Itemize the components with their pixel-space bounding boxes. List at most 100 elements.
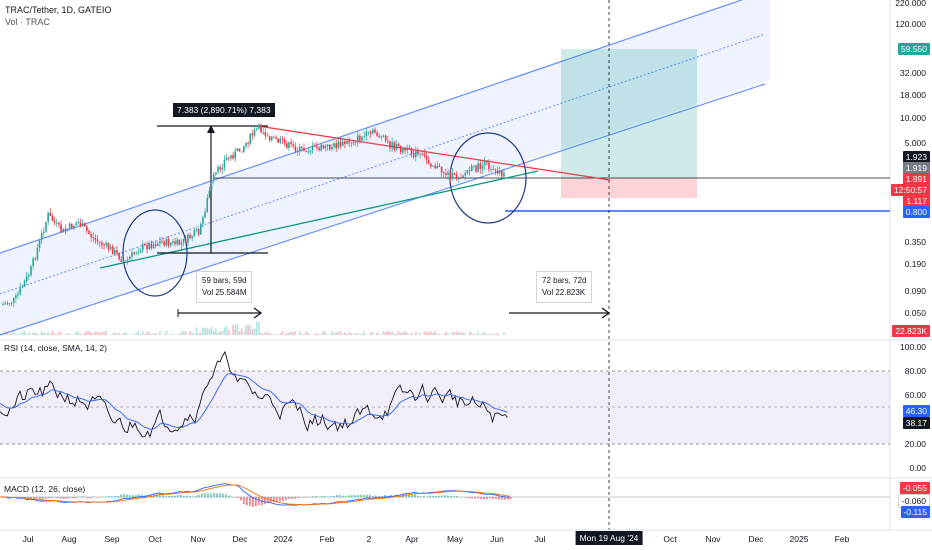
rsi-indicator-label[interactable]: RSI (14, close, SMA, 14, 2) <box>4 343 107 353</box>
candle-body <box>279 138 282 143</box>
position-stop-zone[interactable] <box>561 178 697 198</box>
candle-body <box>501 170 503 177</box>
date-range-info-1[interactable]: 59 bars, 59d Vol 25.584M <box>196 271 253 303</box>
macd-hist-bar <box>180 494 182 498</box>
volume-bar <box>23 331 26 335</box>
candle-body <box>105 243 107 246</box>
candle-body <box>58 222 60 225</box>
volume-bar <box>17 333 19 335</box>
countdown-badge: 12:50:57 <box>890 184 930 196</box>
volume-bar <box>378 334 381 335</box>
candle-body <box>109 246 112 250</box>
volume-bar <box>249 325 252 335</box>
candle-body <box>361 136 363 141</box>
candle-body <box>45 221 47 232</box>
volume-bar <box>350 332 353 335</box>
macd-hist-bar <box>171 495 173 498</box>
volume-bar <box>105 331 107 335</box>
candle-body <box>193 230 196 237</box>
candle-body <box>230 155 232 159</box>
candle-body <box>436 165 439 169</box>
volume-bar <box>333 333 335 335</box>
candle-body <box>468 170 471 172</box>
channel-upper-line[interactable] <box>0 0 765 254</box>
macd-hist-bar <box>510 497 512 499</box>
volume-bar <box>283 334 286 335</box>
symbol-title[interactable]: TRAC/Tether, 1D, GATEIO <box>5 5 112 15</box>
candle-body <box>169 242 172 246</box>
macd-hist-bar <box>324 496 326 498</box>
volume-bar <box>262 333 264 335</box>
macd-hist-bar <box>138 494 140 498</box>
candle-body <box>391 142 393 149</box>
macd-hist-bar <box>270 497 272 503</box>
highlight-circle-left[interactable] <box>122 209 188 297</box>
volume-bar <box>98 332 101 335</box>
rsi-tick: 60.00 <box>904 390 926 400</box>
macd-indicator-label[interactable]: MACD (12, 26, close) <box>4 484 86 494</box>
price-tick: 18.000 <box>900 90 926 100</box>
volume-bar <box>10 333 13 335</box>
candle-body <box>66 228 69 231</box>
candle-body <box>243 146 245 152</box>
volume-bar <box>273 334 275 335</box>
support-trendline[interactable] <box>99 170 539 269</box>
candle-body <box>255 128 258 130</box>
candle-body <box>90 233 92 238</box>
volume-bar <box>408 333 411 335</box>
candle-body <box>68 223 71 229</box>
candle-body <box>62 228 64 233</box>
candle-body <box>200 223 202 235</box>
macd-hist-bar <box>408 494 410 498</box>
price-tick: 0.190 <box>904 259 926 269</box>
volume-bar <box>376 332 378 335</box>
measure-label[interactable]: 7.383 (2,890.71%) 7,383 <box>173 103 275 117</box>
volume-bar <box>191 332 193 335</box>
candle-body <box>283 139 286 144</box>
volume-bar <box>447 333 449 335</box>
macd-hist-bar <box>450 496 452 498</box>
volume-bar <box>251 329 254 335</box>
candle-body <box>462 175 464 179</box>
position-target-zone[interactable] <box>561 49 697 178</box>
candle-body <box>88 230 90 234</box>
macd-hist-bar <box>51 497 53 499</box>
volume-bar <box>116 333 118 335</box>
macd-hist-bar <box>93 496 95 498</box>
volume-bar <box>243 332 245 335</box>
macd-hist-bar <box>252 497 254 507</box>
date-range-vol-1: Vol 25.584M <box>202 288 247 297</box>
macd-hist-bar <box>405 494 407 498</box>
macd-hist-bar <box>438 495 440 498</box>
channel-middle-line[interactable] <box>0 33 766 295</box>
macd-hist-bar <box>417 495 419 498</box>
volume-bar <box>264 332 267 335</box>
candle-body <box>195 228 198 231</box>
macd-hist-bar <box>237 497 239 498</box>
macd-hist-bar <box>75 497 77 499</box>
rsi-line[interactable] <box>0 350 508 438</box>
candle-body <box>415 151 417 158</box>
channel-lower-line[interactable] <box>0 83 766 336</box>
volume-bar <box>49 333 52 335</box>
candle-body <box>329 144 331 150</box>
volume-bar <box>354 332 357 335</box>
date-range-info-2[interactable]: 72 bars, 72d Vol 22.823K <box>536 271 593 303</box>
resistance-trendline[interactable] <box>257 125 611 181</box>
macd-hist-bar <box>36 497 38 499</box>
rsi-ma-line[interactable] <box>0 373 508 430</box>
macd-hist-bar <box>429 495 431 498</box>
volume-indicator-label[interactable]: Vol · TRAC <box>5 17 50 27</box>
macd-signal-line[interactable] <box>0 484 511 506</box>
volume-bar <box>60 331 62 335</box>
measure-arrowhead <box>207 125 215 133</box>
candle-body <box>503 172 505 177</box>
volume-bar <box>43 332 45 335</box>
volume-bar <box>172 334 174 335</box>
volume-bar <box>221 331 224 335</box>
candle-body <box>410 147 413 155</box>
candle-body <box>309 150 312 152</box>
candlestick-series[interactable] <box>2 123 505 308</box>
